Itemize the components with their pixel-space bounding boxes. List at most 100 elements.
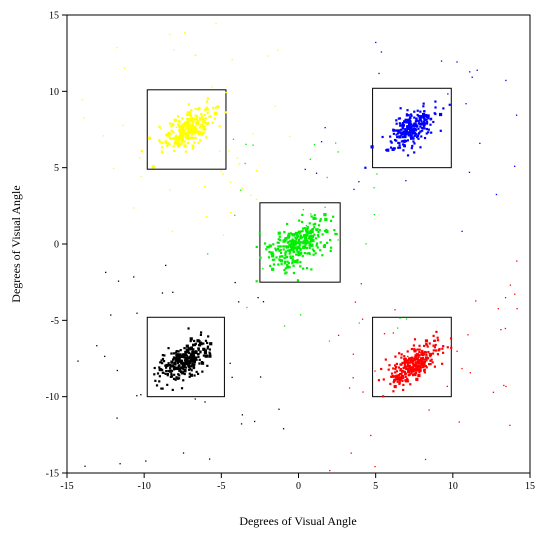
gaze-point xyxy=(255,280,258,283)
gaze-point xyxy=(279,259,284,263)
gaze-point xyxy=(406,119,409,122)
stray-point xyxy=(497,308,499,310)
gaze-point xyxy=(174,351,178,354)
gaze-point xyxy=(393,375,397,378)
gaze-point xyxy=(394,367,397,371)
stray-point xyxy=(255,198,258,201)
gaze-point xyxy=(395,365,398,369)
gaze-point xyxy=(316,234,320,237)
x-tick-label: 0 xyxy=(296,481,301,492)
gaze-point xyxy=(197,355,200,359)
gaze-point xyxy=(409,128,413,132)
gaze-point xyxy=(311,236,314,239)
x-axis-label: Degrees of Visual Angle xyxy=(239,514,356,528)
gaze-point xyxy=(199,125,202,128)
stray-point xyxy=(169,189,171,191)
x-axis-ticks: -15 -10 -5 0 5 10 15 xyxy=(60,473,535,492)
gaze-point xyxy=(163,354,166,357)
gaze-point xyxy=(173,141,177,145)
gaze-point xyxy=(424,350,427,354)
gaze-point xyxy=(415,119,419,122)
gaze-point xyxy=(189,128,193,133)
gaze-point xyxy=(313,233,316,236)
gaze-point xyxy=(415,125,419,128)
gaze-point xyxy=(177,373,180,376)
gaze-point xyxy=(291,262,294,265)
gaze-point xyxy=(193,132,196,135)
gaze-point xyxy=(182,129,185,132)
gaze-point xyxy=(402,149,405,152)
gaze-point xyxy=(417,127,420,130)
gaze-point xyxy=(436,353,440,356)
stray-point xyxy=(394,309,396,311)
stray-point xyxy=(240,423,243,425)
gaze-point xyxy=(304,237,308,242)
gaze-point xyxy=(425,127,429,131)
stray-point xyxy=(241,187,243,189)
gaze-point xyxy=(185,361,188,364)
stray-point xyxy=(505,79,507,82)
gaze-point xyxy=(434,100,437,103)
gaze-point xyxy=(310,243,314,247)
gaze-point xyxy=(185,127,188,130)
gaze-point xyxy=(302,267,305,270)
gaze-point xyxy=(176,115,180,118)
gaze-point xyxy=(175,357,179,360)
stray-point xyxy=(182,452,185,454)
gaze-point xyxy=(191,120,194,123)
gaze-point xyxy=(263,242,267,245)
gaze-point xyxy=(292,239,295,242)
gaze-point xyxy=(410,359,414,363)
gaze-point xyxy=(381,135,384,139)
stray-point xyxy=(231,58,233,61)
gaze-point xyxy=(305,267,309,270)
gaze-point xyxy=(413,338,417,341)
gaze-point xyxy=(414,373,417,377)
gaze-point xyxy=(308,246,311,250)
gaze-point xyxy=(425,132,428,135)
gaze-point xyxy=(433,365,436,368)
gaze-point xyxy=(399,377,402,380)
gaze-point xyxy=(304,227,309,232)
stray-point xyxy=(133,276,135,278)
stray-point xyxy=(509,424,511,427)
gaze-point xyxy=(187,130,190,133)
gaze-point xyxy=(192,136,195,140)
gaze-point xyxy=(197,132,201,135)
gaze-point xyxy=(184,135,187,139)
gaze-point xyxy=(329,246,333,249)
gaze-point xyxy=(415,136,419,139)
gaze-point xyxy=(291,258,294,261)
gaze-point xyxy=(408,373,411,376)
gaze-point xyxy=(268,244,272,248)
gaze-point xyxy=(266,245,269,249)
gaze-point xyxy=(180,366,183,369)
gaze-point xyxy=(424,339,429,343)
gaze-point xyxy=(410,347,413,351)
gaze-point xyxy=(289,245,292,249)
gaze-point xyxy=(416,364,419,367)
gaze-point xyxy=(168,122,172,125)
gaze-point xyxy=(278,255,282,258)
stray-point xyxy=(468,171,471,173)
gaze-point xyxy=(202,127,206,131)
stray-point xyxy=(469,71,471,73)
stray-point xyxy=(117,280,120,282)
gaze-point xyxy=(205,108,208,111)
gaze-point xyxy=(165,369,168,373)
gaze-point xyxy=(318,229,321,232)
gaze-point xyxy=(413,134,416,138)
gaze-point xyxy=(171,137,174,140)
gaze-point xyxy=(177,350,180,353)
gaze-point xyxy=(209,342,213,346)
gaze-point xyxy=(197,141,200,144)
gaze-point xyxy=(206,345,210,348)
gaze-point xyxy=(418,358,421,362)
gaze-point xyxy=(186,137,190,140)
x-tick-label: 5 xyxy=(373,481,378,492)
gaze-point xyxy=(283,260,287,263)
gaze-point xyxy=(319,249,322,252)
gaze-point xyxy=(296,261,299,264)
gaze-point xyxy=(196,339,200,343)
gaze-point xyxy=(183,347,186,350)
